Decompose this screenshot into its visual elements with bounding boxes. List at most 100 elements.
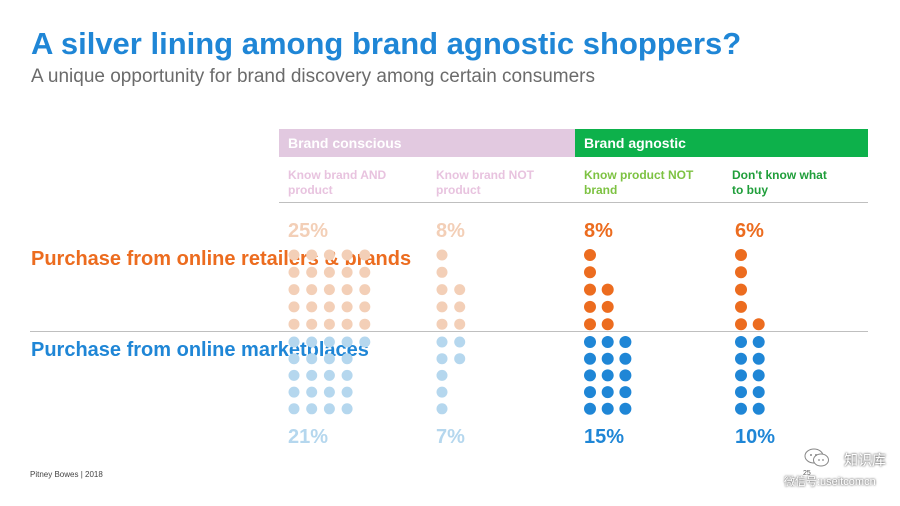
dot-retailers-dont-know [735,283,747,296]
dot-marketplaces-dont-know [752,369,765,382]
dot-marketplaces-dont-know [735,336,747,348]
dot-marketplaces-know-brand-and-product [288,353,300,365]
dot-marketplaces-know-product-not-brand [584,402,596,415]
dot-marketplaces-know-brand-and-product [306,336,318,348]
dot-marketplaces-know-brand-and-product [306,353,318,365]
dot-marketplaces-know-product-not-brand [601,336,614,348]
watermark: 知识库 微信号:useitcomcn [784,446,894,492]
dot-retailers-know-brand-and-product [359,284,371,296]
dot-marketplaces-know-brand-and-product [341,403,353,415]
dot-marketplaces-dont-know [735,402,747,415]
dot-marketplaces-know-product-not-brand [584,369,596,382]
column-header-know-brand-and-product: Know brand AND product [288,168,387,197]
dot-retailers-know-brand-not-product [436,266,448,278]
dot-retailers-know-brand-and-product [288,284,300,296]
dot-marketplaces-dont-know [752,336,765,348]
dot-retailers-dont-know [735,249,747,261]
dot-retailers-know-brand-and-product [288,301,300,313]
slide-subtitle: A unique opportunity for brand discovery… [31,66,595,87]
dot-retailers-know-brand-and-product [306,249,318,261]
dot-retailers-know-brand-not-product [436,284,448,296]
header-divider [279,202,868,203]
dot-retailers-know-brand-and-product [341,284,353,296]
column-header-dont-know-what-to-buy: Don't know what to buy [732,168,827,197]
dot-retailers-know-brand-and-product [341,301,353,313]
dot-marketplaces-know-product-not-brand [619,402,632,415]
dot-marketplaces-know-brand-and-product [306,369,318,381]
dot-marketplaces-know-brand-and-product [341,336,353,348]
dot-marketplaces-know-brand-and-product [288,403,300,415]
column-header-know-product-not-brand: Know product NOT brand [584,168,694,197]
group-header-brand-agnostic: Brand agnostic [575,129,868,157]
dot-marketplaces-know-brand-not-product [454,353,466,365]
dot-retailers-know-brand-and-product [288,249,300,261]
dot-retailers-know-brand-and-product [359,318,371,330]
value-label-marketplaces-dont-know: 10% [735,426,776,448]
dot-marketplaces-know-brand-not-product [436,369,448,381]
dot-marketplaces-know-brand-not-product [436,386,448,398]
dot-marketplaces-know-product-not-brand [619,336,632,348]
slide-title: A silver lining among brand agnostic sho… [31,26,742,61]
dot-marketplaces-know-product-not-brand [619,352,632,365]
dot-marketplaces-dont-know [752,386,765,399]
dot-marketplaces-know-brand-not-product [436,403,448,415]
dot-marketplaces-know-product-not-brand [584,336,596,348]
value-label-retailers-know-brand-and-product: 25% [288,220,329,242]
watermark-account: 微信号:useitcomcn [784,476,876,488]
dot-retailers-know-brand-not-product [454,301,466,313]
dot-marketplaces-know-product-not-brand [601,369,614,382]
dot-marketplaces-know-product-not-brand [619,386,632,399]
dot-retailers-know-brand-not-product [436,318,448,330]
dot-marketplaces-know-brand-and-product [323,369,335,381]
row-divider [30,331,868,332]
dot-retailers-know-brand-not-product [454,318,466,330]
dot-marketplaces-know-brand-and-product [341,386,353,398]
dot-retailers-know-brand-and-product [306,284,318,296]
dot-marketplaces-know-brand-and-product [341,369,353,381]
dot-marketplaces-know-brand-and-product [323,336,335,348]
dot-marketplaces-know-brand-and-product [323,403,335,415]
dot-retailers-know-brand-and-product [341,318,353,330]
dot-marketplaces-know-brand-and-product [359,336,371,348]
dot-retailers-know-brand-and-product [341,249,353,261]
dot-retailers-know-product-not-brand [584,249,596,261]
dot-retailers-know-brand-not-product [436,249,448,261]
dot-marketplaces-know-brand-and-product [288,369,300,381]
dot-retailers-know-brand-and-product [323,318,335,330]
dot-marketplaces-know-brand-not-product [454,336,466,348]
page-number: 25 [803,470,811,477]
watermark-title: 知识库 [844,452,886,468]
value-label-retailers-know-brand-not-product: 8% [436,220,465,242]
dot-retailers-know-brand-not-product [454,284,466,296]
dot-marketplaces-know-brand-and-product [306,403,318,415]
dot-marketplaces-dont-know [735,386,747,399]
dot-marketplaces-know-brand-and-product [323,386,335,398]
dot-retailers-know-brand-and-product [288,266,300,278]
dot-retailers-know-product-not-brand [584,318,596,331]
dot-retailers-dont-know [735,300,747,313]
dot-marketplaces-know-product-not-brand [601,386,614,399]
value-label-marketplaces-know-brand-not-product: 7% [436,426,465,448]
dot-retailers-know-brand-and-product [306,266,318,278]
dot-marketplaces-know-product-not-brand [584,352,596,365]
dot-retailers-know-product-not-brand [584,266,596,279]
dot-marketplaces-know-product-not-brand [584,386,596,399]
dot-marketplaces-know-brand-and-product [341,353,353,365]
dot-retailers-know-brand-and-product [359,249,371,261]
dot-marketplaces-dont-know [752,402,765,415]
dot-retailers-dont-know [735,266,747,279]
dot-marketplaces-dont-know [735,369,747,382]
footer-source: Pitney Bowes | 2018 [30,470,103,479]
dot-retailers-know-product-not-brand [601,300,614,313]
dot-retailers-know-brand-and-product [341,266,353,278]
group-header-brand-conscious: Brand conscious [279,129,575,157]
value-label-marketplaces-know-brand-and-product: 21% [288,426,329,448]
dot-marketplaces-know-brand-and-product [288,336,300,348]
dot-marketplaces-dont-know [752,352,765,365]
dot-marketplaces-know-brand-not-product [436,336,448,348]
dot-marketplaces-know-brand-and-product [288,386,300,398]
dot-marketplaces-know-brand-and-product [323,353,335,365]
dot-marketplaces-dont-know [735,352,747,365]
dot-marketplaces-know-product-not-brand [601,352,614,365]
value-label-retailers-dont-know: 6% [735,220,764,242]
